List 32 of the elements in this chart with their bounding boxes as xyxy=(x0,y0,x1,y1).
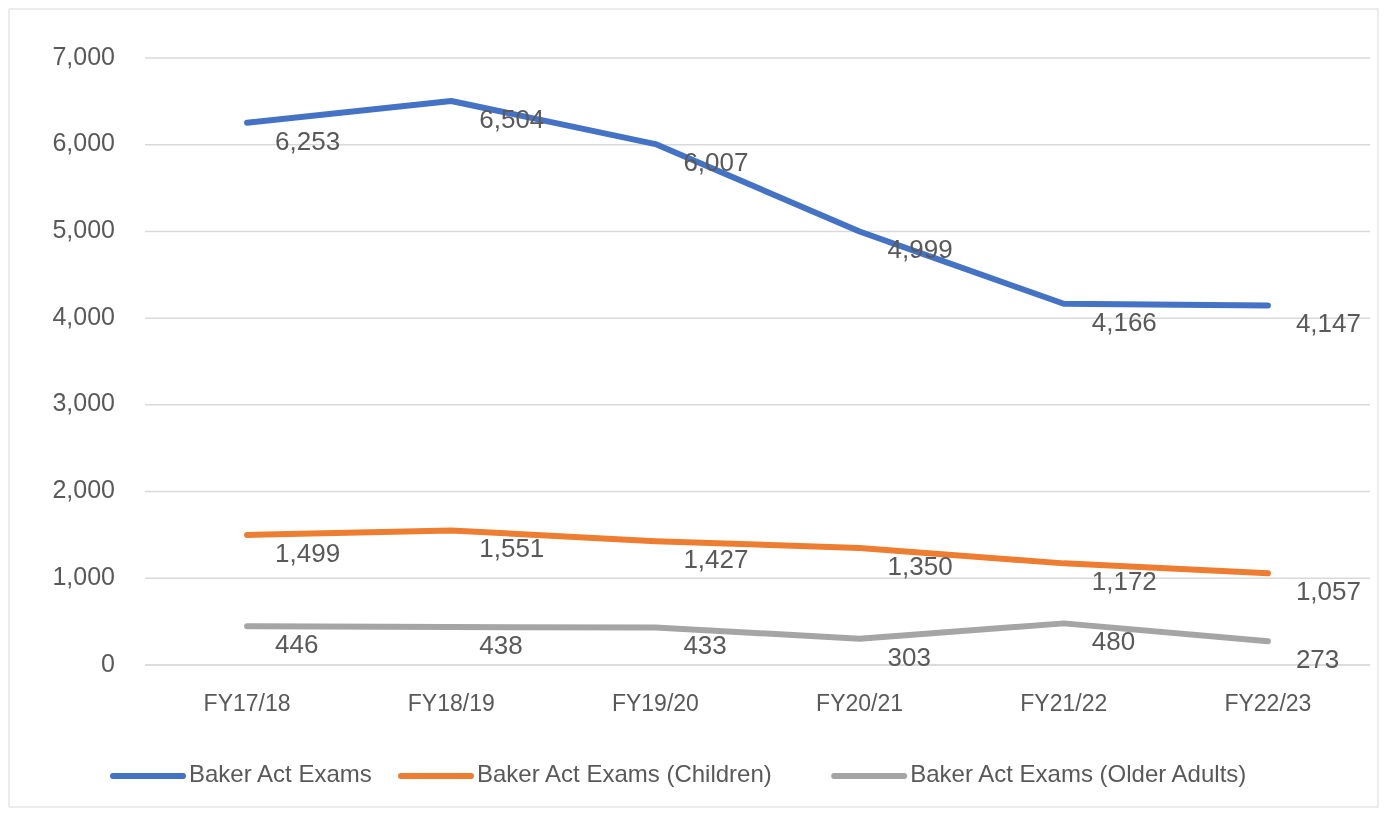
y-tick-label: 0 xyxy=(101,648,115,677)
data-label: 446 xyxy=(275,629,319,660)
legend-label: Baker Act Exams (Older Adults) xyxy=(910,760,1247,788)
legend-label: Baker Act Exams xyxy=(189,760,372,788)
data-label: 6,253 xyxy=(275,125,341,156)
x-tick-label: FY17/18 xyxy=(203,690,291,717)
data-label: 4,147 xyxy=(1295,308,1361,339)
data-label: 1,172 xyxy=(1091,566,1157,597)
y-tick-label: 5,000 xyxy=(52,215,115,244)
x-tick-label: FY19/20 xyxy=(611,690,699,717)
x-tick-label: FY22/23 xyxy=(1224,690,1312,717)
data-label: 480 xyxy=(1091,626,1136,657)
x-tick-label: FY21/22 xyxy=(1020,690,1108,717)
data-label: 1,350 xyxy=(887,550,953,581)
data-label: 1,427 xyxy=(683,544,749,575)
x-tick-label: FY18/19 xyxy=(407,690,495,717)
data-label: 433 xyxy=(683,630,727,661)
y-tick-label: 1,000 xyxy=(52,561,115,590)
data-label: 273 xyxy=(1295,644,1340,675)
data-label: 1,551 xyxy=(479,533,545,564)
data-label: 1,057 xyxy=(1295,576,1361,607)
y-tick-label: 3,000 xyxy=(52,388,115,417)
y-tick-label: 7,000 xyxy=(52,41,115,70)
data-label: 438 xyxy=(479,629,523,660)
y-tick-label: 6,000 xyxy=(52,128,115,157)
data-label: 1,499 xyxy=(275,537,341,568)
x-tick-label: FY20/21 xyxy=(816,690,904,717)
y-tick-label: 4,000 xyxy=(52,301,115,330)
data-label: 4,166 xyxy=(1091,306,1157,337)
y-tick-label: 2,000 xyxy=(52,475,115,504)
data-label: 303 xyxy=(887,641,931,672)
legend-label: Baker Act Exams (Children) xyxy=(477,760,772,788)
